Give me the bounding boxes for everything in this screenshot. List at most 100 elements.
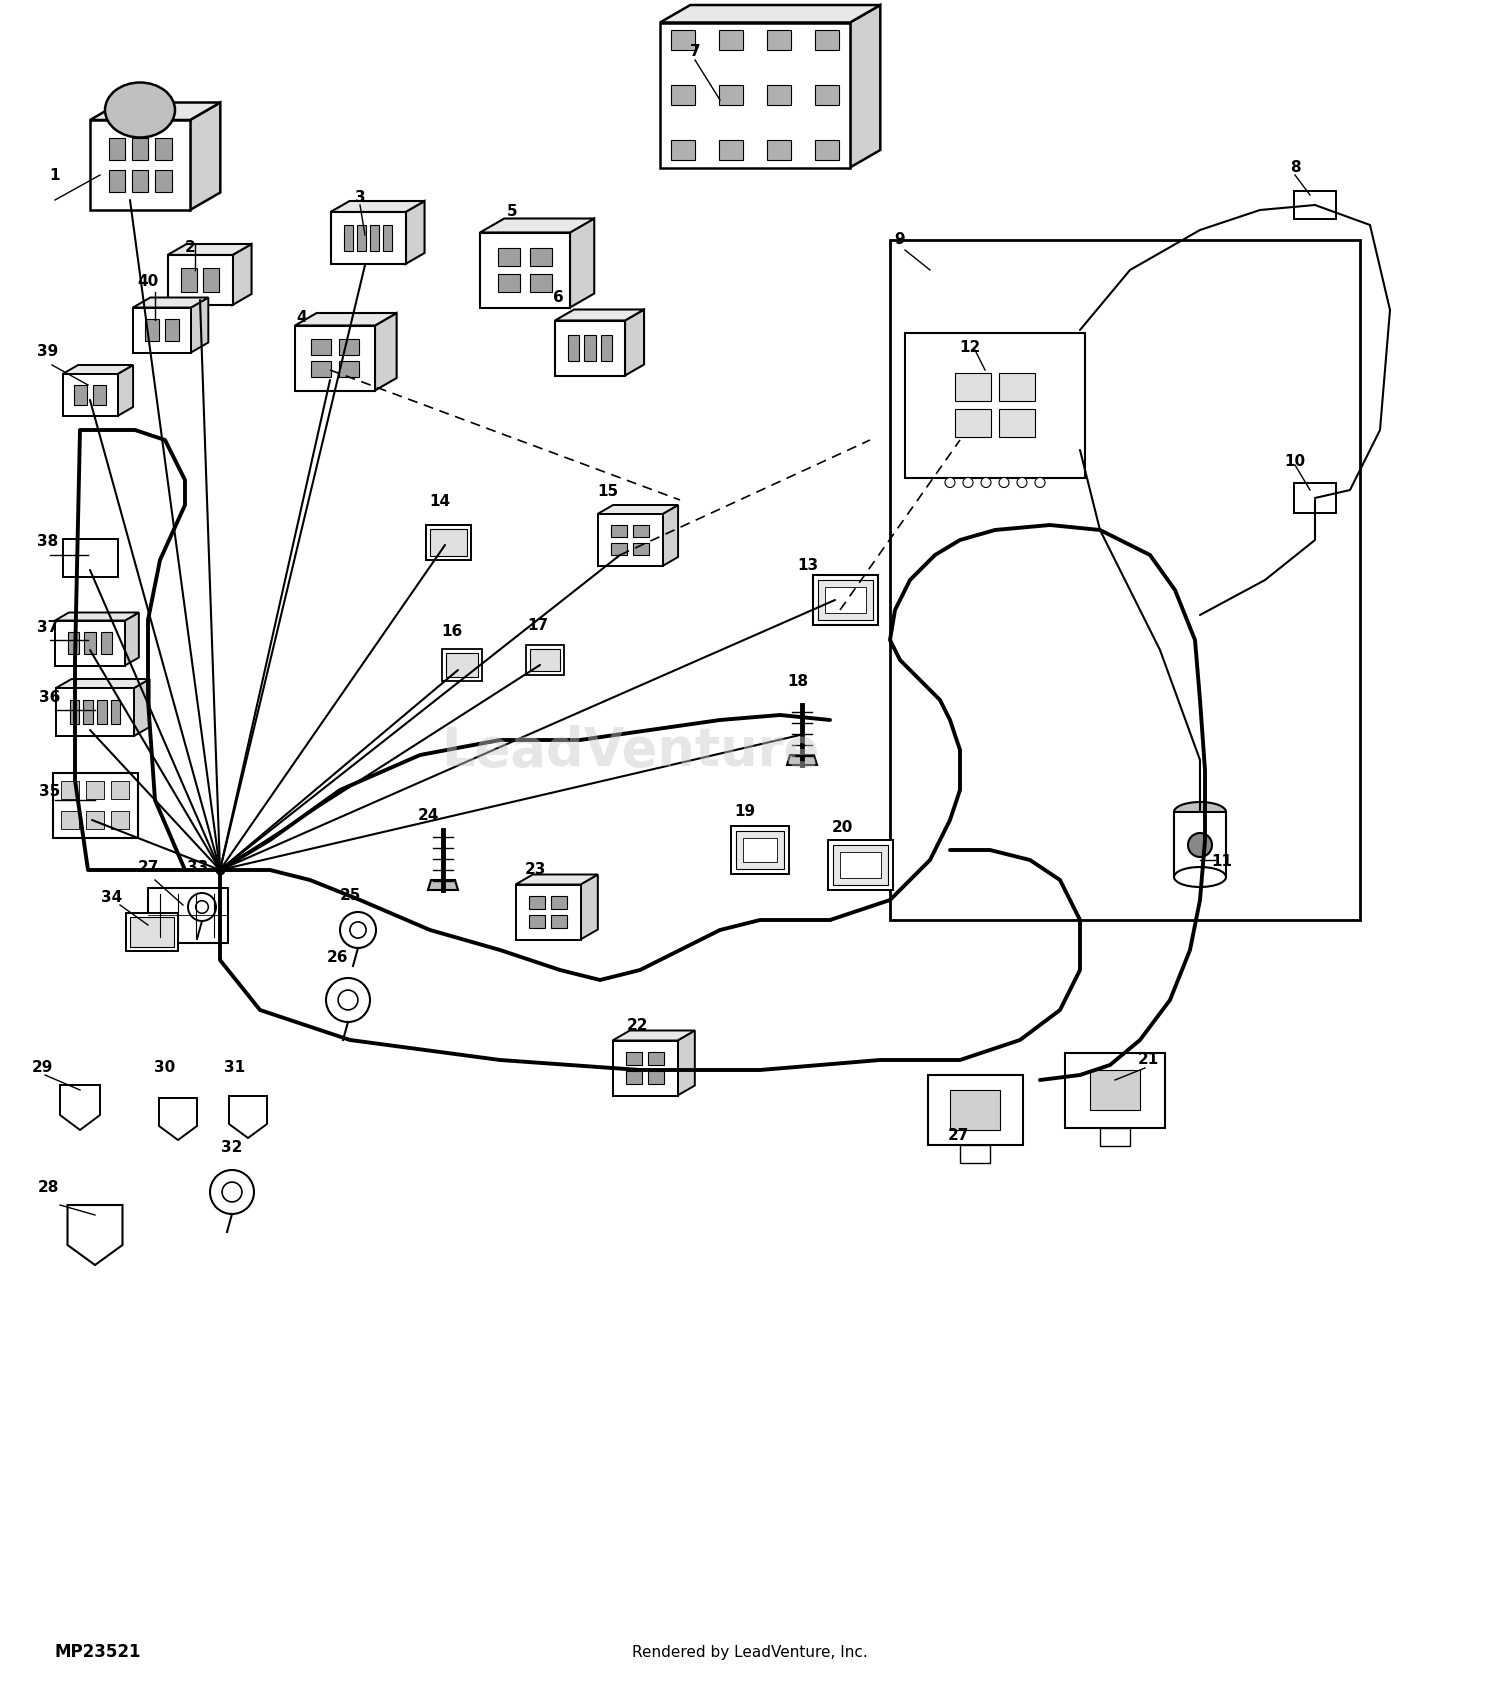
Bar	[528, 896, 544, 910]
Bar	[670, 140, 694, 160]
Bar	[610, 543, 627, 555]
Circle shape	[338, 990, 358, 1011]
Text: 4: 4	[297, 311, 307, 326]
Text: 25: 25	[339, 888, 360, 903]
Polygon shape	[612, 1041, 678, 1096]
Bar	[357, 225, 366, 251]
Bar	[610, 524, 627, 538]
Text: 1: 1	[50, 167, 60, 183]
Bar	[426, 524, 471, 560]
Text: 39: 39	[38, 345, 58, 360]
Circle shape	[1188, 833, 1212, 857]
Polygon shape	[63, 365, 134, 374]
Bar	[154, 169, 171, 191]
Polygon shape	[480, 232, 570, 307]
Text: 29: 29	[32, 1060, 53, 1075]
Bar	[62, 782, 80, 799]
Bar	[718, 140, 742, 160]
Text: 33: 33	[188, 860, 209, 876]
Bar	[999, 374, 1035, 401]
Text: 16: 16	[441, 625, 462, 640]
Bar	[86, 811, 104, 830]
Polygon shape	[134, 307, 190, 353]
Bar	[86, 782, 104, 799]
Bar	[818, 580, 873, 620]
Bar	[154, 138, 171, 160]
Bar	[960, 1145, 990, 1162]
Text: 18: 18	[788, 674, 808, 690]
Circle shape	[350, 922, 366, 939]
Polygon shape	[516, 884, 580, 939]
Bar	[626, 1052, 642, 1065]
Bar	[111, 811, 129, 830]
Polygon shape	[580, 874, 598, 939]
Polygon shape	[663, 505, 678, 567]
Bar	[815, 31, 839, 50]
Text: 7: 7	[690, 44, 700, 60]
Text: 37: 37	[38, 621, 58, 635]
Polygon shape	[90, 119, 190, 210]
Bar	[833, 845, 888, 884]
Bar	[956, 410, 992, 437]
Circle shape	[210, 1169, 254, 1214]
Text: 14: 14	[429, 495, 450, 509]
Bar	[148, 888, 228, 942]
Text: MP23521: MP23521	[56, 1644, 141, 1661]
Circle shape	[1035, 478, 1046, 488]
Bar	[530, 649, 560, 671]
Bar	[339, 338, 358, 355]
Bar	[108, 169, 124, 191]
Bar	[568, 335, 579, 362]
Circle shape	[326, 978, 370, 1022]
Bar	[530, 248, 552, 266]
Text: 20: 20	[831, 821, 852, 835]
Bar	[204, 268, 219, 292]
Bar	[890, 241, 1360, 920]
Bar	[98, 700, 106, 724]
Text: 8: 8	[1290, 160, 1300, 176]
Ellipse shape	[1174, 802, 1225, 823]
Polygon shape	[60, 1086, 100, 1130]
Bar	[165, 319, 180, 341]
Text: 40: 40	[138, 275, 159, 290]
Bar	[626, 1070, 642, 1084]
Circle shape	[195, 901, 208, 913]
Bar	[736, 831, 784, 869]
Bar	[382, 225, 393, 251]
Polygon shape	[516, 874, 599, 884]
Bar	[68, 632, 80, 654]
Ellipse shape	[1174, 867, 1225, 888]
Text: Rendered by LeadVenture, Inc.: Rendered by LeadVenture, Inc.	[632, 1644, 868, 1659]
Circle shape	[222, 1183, 242, 1202]
Bar	[766, 85, 790, 106]
Bar	[742, 838, 777, 862]
Text: 28: 28	[38, 1181, 58, 1195]
Text: 10: 10	[1284, 454, 1305, 469]
Bar	[108, 138, 124, 160]
Text: 22: 22	[627, 1017, 648, 1033]
Bar	[310, 338, 332, 355]
Polygon shape	[230, 1096, 267, 1139]
Text: 23: 23	[525, 862, 546, 877]
Bar	[1065, 1053, 1166, 1128]
Bar	[648, 1070, 664, 1084]
Bar	[370, 225, 380, 251]
Text: 3: 3	[354, 189, 366, 205]
Polygon shape	[68, 1205, 123, 1265]
Text: 38: 38	[38, 534, 58, 550]
Circle shape	[999, 478, 1010, 488]
Polygon shape	[330, 212, 405, 265]
Polygon shape	[570, 218, 594, 307]
Bar	[498, 273, 520, 292]
Circle shape	[963, 478, 974, 488]
Bar	[552, 915, 567, 929]
Circle shape	[188, 893, 216, 922]
Text: 35: 35	[39, 785, 60, 799]
Bar	[633, 524, 650, 538]
Bar	[93, 384, 106, 405]
Bar	[310, 362, 332, 377]
Bar	[526, 645, 564, 674]
Text: 2: 2	[184, 239, 195, 254]
Text: 15: 15	[597, 485, 618, 500]
Polygon shape	[788, 754, 818, 765]
